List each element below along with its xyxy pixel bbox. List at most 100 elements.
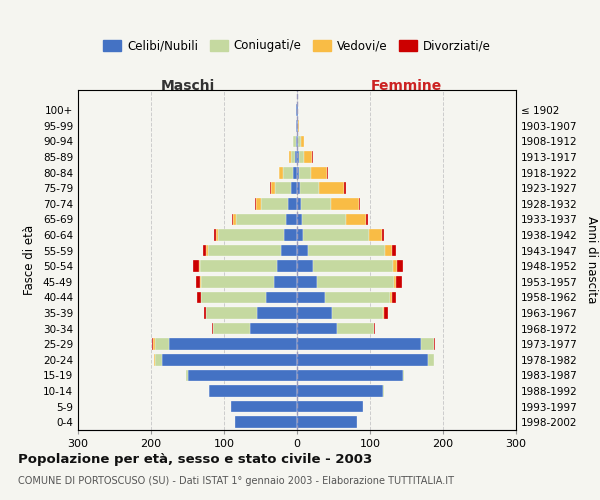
Bar	[297, 276, 317, 287]
Bar	[297, 120, 298, 132]
Bar	[232, 401, 297, 412]
Bar	[368, 229, 382, 241]
Bar	[214, 229, 216, 241]
Bar	[250, 323, 297, 334]
Bar	[297, 104, 298, 116]
Bar	[297, 292, 325, 304]
Bar	[299, 151, 304, 163]
Bar	[209, 385, 297, 397]
Bar	[279, 167, 280, 178]
Bar	[296, 104, 297, 116]
Bar	[337, 323, 374, 334]
Bar	[344, 182, 346, 194]
Bar	[382, 229, 384, 241]
Bar	[155, 338, 169, 350]
Bar	[275, 182, 291, 194]
Bar	[213, 323, 250, 334]
Bar	[374, 323, 375, 334]
Bar	[434, 338, 435, 350]
Bar	[154, 354, 155, 366]
Bar	[296, 136, 297, 147]
Bar	[383, 307, 384, 319]
Bar	[232, 214, 233, 226]
Bar	[281, 245, 297, 256]
Bar	[297, 416, 357, 428]
Bar	[297, 338, 421, 350]
Bar	[200, 292, 266, 304]
Bar	[295, 151, 297, 163]
Bar	[288, 198, 297, 209]
Bar	[297, 214, 302, 226]
Bar	[212, 323, 213, 334]
Bar	[284, 229, 297, 241]
Bar	[297, 323, 337, 334]
Bar	[384, 307, 388, 319]
Bar	[303, 229, 368, 241]
Bar	[270, 182, 271, 194]
Bar	[297, 136, 298, 147]
Text: Popolazione per età, sesso e stato civile - 2003: Popolazione per età, sesso e stato civil…	[18, 452, 372, 466]
Bar	[274, 276, 297, 287]
Bar	[319, 182, 344, 194]
Bar	[327, 167, 328, 178]
Bar	[302, 214, 346, 226]
Bar	[155, 354, 162, 366]
Bar	[235, 416, 297, 428]
Bar	[297, 182, 300, 194]
Bar	[204, 307, 206, 319]
Bar	[289, 151, 291, 163]
Y-axis label: Fasce di età: Fasce di età	[23, 225, 36, 295]
Bar	[200, 260, 277, 272]
Bar	[296, 120, 297, 132]
Bar	[286, 214, 297, 226]
Bar	[421, 338, 434, 350]
Bar	[196, 276, 200, 287]
Bar	[236, 214, 286, 226]
Bar	[233, 214, 236, 226]
Bar	[317, 276, 394, 287]
Bar	[313, 260, 394, 272]
Bar	[297, 229, 303, 241]
Bar	[394, 276, 396, 287]
Bar	[266, 292, 297, 304]
Bar	[301, 136, 304, 147]
Bar	[280, 167, 283, 178]
Bar	[203, 245, 206, 256]
Bar	[297, 354, 428, 366]
Bar	[260, 198, 288, 209]
Y-axis label: Anni di nascita: Anni di nascita	[584, 216, 598, 304]
Bar	[297, 167, 299, 178]
Bar	[193, 260, 199, 272]
Bar	[397, 260, 403, 272]
Bar	[216, 229, 218, 241]
Bar	[206, 307, 257, 319]
Bar	[187, 370, 297, 382]
Bar	[277, 260, 297, 272]
Bar	[391, 292, 392, 304]
Bar	[403, 370, 404, 382]
Bar	[385, 245, 392, 256]
Bar	[308, 245, 385, 256]
Bar	[291, 182, 297, 194]
Bar	[301, 198, 331, 209]
Text: Maschi: Maschi	[160, 79, 215, 93]
Bar	[293, 136, 296, 147]
Bar	[208, 245, 281, 256]
Legend: Celibi/Nubili, Coniugati/e, Vedovi/e, Divorziati/e: Celibi/Nubili, Coniugati/e, Vedovi/e, Di…	[98, 34, 496, 57]
Bar	[169, 338, 297, 350]
Bar	[383, 385, 384, 397]
Bar	[331, 198, 359, 209]
Bar	[257, 307, 297, 319]
Bar	[367, 214, 368, 226]
Bar	[311, 167, 327, 178]
Bar	[332, 307, 383, 319]
Bar	[297, 245, 308, 256]
Text: COMUNE DI PORTOSCUSO (SU) - Dati ISTAT 1° gennaio 2003 - Elaborazione TUTTITALIA: COMUNE DI PORTOSCUSO (SU) - Dati ISTAT 1…	[18, 476, 454, 486]
Bar	[271, 182, 275, 194]
Text: Femmine: Femmine	[371, 79, 442, 93]
Bar	[162, 354, 297, 366]
Bar	[297, 307, 332, 319]
Bar	[297, 151, 299, 163]
Bar	[197, 292, 200, 304]
Bar	[298, 120, 299, 132]
